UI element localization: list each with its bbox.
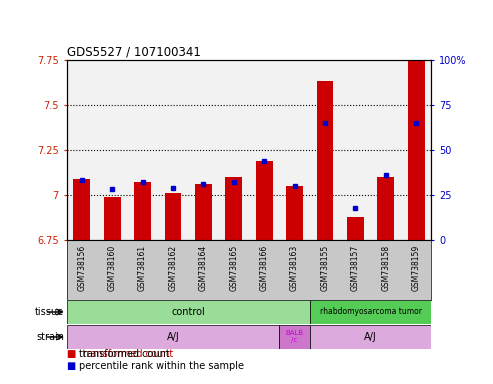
FancyBboxPatch shape xyxy=(67,300,310,324)
Text: GDS5527 / 107100341: GDS5527 / 107100341 xyxy=(67,45,201,58)
Text: GSM738157: GSM738157 xyxy=(351,245,360,291)
Text: BALB
/c: BALB /c xyxy=(285,331,304,343)
Text: percentile rank within the sample: percentile rank within the sample xyxy=(79,361,244,371)
Bar xyxy=(225,177,242,240)
FancyBboxPatch shape xyxy=(310,300,431,324)
Text: control: control xyxy=(171,307,205,317)
Text: transformed count: transformed count xyxy=(79,349,170,359)
Text: ■  transformed count: ■ transformed count xyxy=(67,349,173,359)
FancyBboxPatch shape xyxy=(67,325,280,349)
Text: GSM738156: GSM738156 xyxy=(77,245,86,291)
Bar xyxy=(408,60,424,240)
Text: GSM738161: GSM738161 xyxy=(138,245,147,291)
Bar xyxy=(195,184,211,240)
Text: tissue: tissue xyxy=(35,307,64,317)
Text: GSM738160: GSM738160 xyxy=(107,245,117,291)
Text: GSM738162: GSM738162 xyxy=(169,245,177,291)
Text: GSM738166: GSM738166 xyxy=(260,245,269,291)
Text: ■: ■ xyxy=(67,361,76,371)
Text: GSM738163: GSM738163 xyxy=(290,245,299,291)
Text: GSM738159: GSM738159 xyxy=(412,245,421,291)
Text: GSM738158: GSM738158 xyxy=(381,245,390,291)
Bar xyxy=(286,186,303,240)
Text: ■: ■ xyxy=(67,349,76,359)
FancyBboxPatch shape xyxy=(310,325,431,349)
Bar xyxy=(317,81,333,240)
Bar xyxy=(134,182,151,240)
Text: A/J: A/J xyxy=(364,332,377,342)
Bar xyxy=(165,193,181,240)
Bar xyxy=(256,161,273,240)
Text: GSM738155: GSM738155 xyxy=(320,245,329,291)
Bar xyxy=(378,177,394,240)
Text: GSM738164: GSM738164 xyxy=(199,245,208,291)
Text: ■  percentile rank within the sample: ■ percentile rank within the sample xyxy=(67,361,247,371)
Text: A/J: A/J xyxy=(167,332,179,342)
Bar xyxy=(104,197,120,240)
Text: rhabdomyosarcoma tumor: rhabdomyosarcoma tumor xyxy=(319,308,422,316)
Text: strain: strain xyxy=(36,332,64,342)
Text: GSM738165: GSM738165 xyxy=(229,245,238,291)
Bar xyxy=(347,217,364,240)
FancyBboxPatch shape xyxy=(280,325,310,349)
Bar xyxy=(73,179,90,240)
